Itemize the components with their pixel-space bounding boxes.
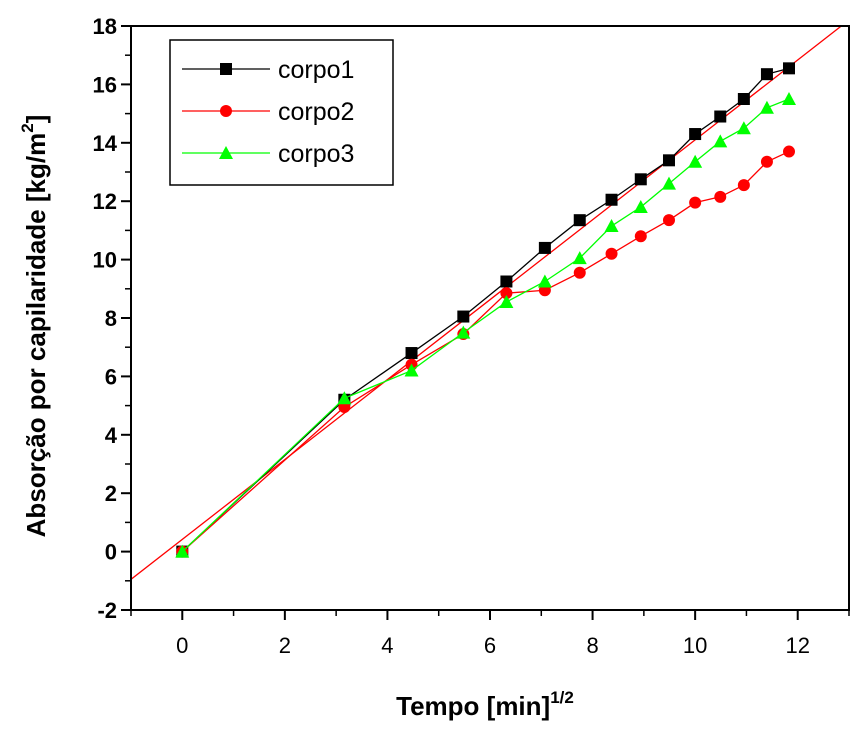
- legend: corpo1 corpo2 corpo3: [169, 39, 394, 186]
- data-point-corpo3: [337, 391, 352, 405]
- y-axis-title: Absorção por capilaridade [kg/m2]: [18, 115, 51, 538]
- data-point-corpo3: [499, 294, 514, 308]
- data-point-corpo2: [605, 247, 618, 260]
- data-point-corpo3: [404, 363, 419, 377]
- series-line-corpo2: [181, 150, 790, 553]
- legend-label: corpo1: [278, 56, 354, 84]
- data-point-corpo1: [737, 93, 750, 105]
- y-axis-title-main: Absorção por capilaridade [kg/m: [21, 133, 51, 538]
- x-axis: 0 2 4 6 8 10 12: [130, 610, 850, 658]
- data-point-corpo3: [456, 325, 471, 339]
- y-tick-label: 2: [105, 481, 117, 506]
- legend-entry-corpo3: corpo3: [182, 140, 354, 168]
- data-point-corpo1: [605, 193, 618, 206]
- series-layer: [175, 62, 796, 558]
- y-tick-label: 4: [105, 423, 118, 448]
- data-point-corpo1: [689, 128, 702, 141]
- legend-marker: [219, 146, 233, 159]
- y-axis-title-superscript: 2: [18, 123, 37, 132]
- legend-entry-corpo1: corpo1: [182, 56, 354, 84]
- y-tick-label: 12: [93, 189, 117, 214]
- data-point-corpo2: [500, 287, 513, 300]
- legend-marker: [220, 105, 232, 117]
- y-tick-label: 6: [105, 364, 117, 389]
- data-point-corpo1: [760, 68, 773, 81]
- legend-entry-corpo2: corpo2: [182, 98, 354, 126]
- x-axis-title: Tempo [min]1/2: [396, 688, 574, 721]
- x-tick-label: 10: [683, 633, 707, 658]
- data-point-corpo3: [537, 274, 552, 288]
- series-corpo2: [176, 145, 795, 558]
- x-axis-title-superscript: 1/2: [550, 688, 574, 707]
- data-point-corpo1: [457, 310, 470, 323]
- data-point-corpo1: [634, 173, 647, 186]
- data-point-corpo1: [714, 110, 727, 123]
- data-point-corpo2: [714, 190, 727, 203]
- series-corpo3: [175, 92, 796, 558]
- data-point-corpo2: [634, 230, 647, 243]
- x-tick-label: 12: [785, 633, 809, 658]
- data-point-corpo1: [538, 241, 551, 254]
- y-tick-label: 16: [93, 72, 117, 97]
- y-tick-label: 10: [93, 248, 117, 273]
- x-tick-label: 8: [586, 633, 598, 658]
- data-point-corpo1: [782, 62, 795, 75]
- data-point-corpo3: [713, 134, 728, 148]
- data-point-corpo3: [781, 92, 796, 105]
- data-point-corpo3: [604, 219, 619, 233]
- legend-label: corpo3: [278, 140, 354, 168]
- data-point-corpo3: [661, 176, 676, 190]
- data-point-corpo1: [405, 347, 418, 360]
- x-tick-label: 0: [176, 633, 188, 658]
- y-axis-title-suffix: ]: [21, 115, 51, 124]
- y-tick-label: 0: [105, 540, 117, 565]
- data-point-corpo3: [175, 544, 190, 558]
- data-point-corpo2: [662, 214, 675, 227]
- data-point-corpo2: [689, 196, 702, 209]
- data-point-corpo3: [572, 251, 587, 265]
- legend-marker: [220, 63, 232, 75]
- data-point-corpo2: [760, 155, 773, 168]
- data-point-corpo2: [782, 145, 795, 158]
- data-point-corpo2: [573, 266, 586, 279]
- data-point-corpo2: [737, 179, 750, 192]
- y-axis: -2 0 2 4 6 8 10 12 14 16 18: [93, 14, 131, 623]
- data-point-corpo3: [688, 154, 703, 168]
- data-point-corpo1: [500, 275, 513, 288]
- data-point-corpo1: [662, 154, 675, 167]
- data-point-corpo3: [759, 100, 774, 114]
- legend-box: [169, 39, 394, 186]
- data-point-corpo1: [573, 214, 586, 227]
- legend-label: corpo2: [278, 98, 354, 126]
- y-tick-label: 18: [93, 14, 117, 39]
- x-tick-label: 4: [381, 633, 393, 658]
- x-tick-label: 2: [279, 633, 291, 658]
- y-tick-label: 8: [105, 306, 117, 331]
- data-point-corpo3: [633, 200, 648, 214]
- x-axis-title-main: Tempo [min]: [396, 691, 550, 721]
- data-point-corpo3: [736, 121, 751, 135]
- x-tick-label: 6: [484, 633, 496, 658]
- y-tick-label: -2: [97, 598, 117, 623]
- y-tick-label: 14: [93, 131, 118, 156]
